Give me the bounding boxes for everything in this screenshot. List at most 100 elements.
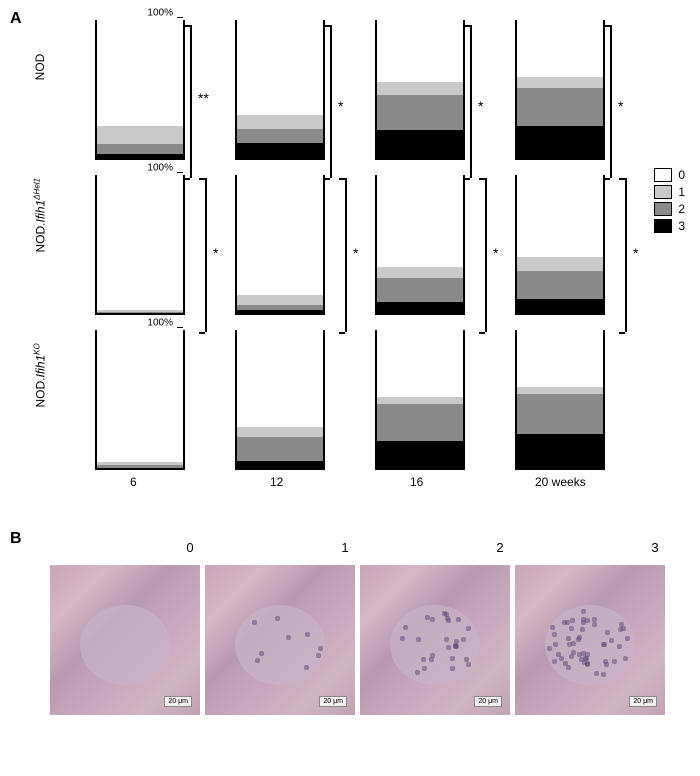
chart-area: NOD0%25%50%75%100%NOD.Ifih1ΔHel10%25%50%… (75, 20, 605, 490)
legend-label: 0 (678, 168, 685, 182)
bar-segment (517, 257, 603, 271)
sig-star: * (478, 98, 483, 114)
x-label: 20 weeks (535, 475, 586, 489)
legend-swatch (654, 219, 672, 233)
x-label: 16 (410, 475, 423, 489)
histology-image: 20 μm (205, 565, 355, 715)
ytick-label: 100% (147, 318, 173, 329)
bar-segment (237, 18, 323, 115)
bar-cell (375, 20, 465, 160)
histology-label: 0 (115, 540, 265, 555)
bar-segment (237, 328, 323, 427)
bar-cell (235, 175, 325, 315)
bar-segment (237, 173, 323, 295)
bar-segment (97, 18, 183, 126)
sig-bracket (190, 25, 192, 178)
bar-segment (377, 82, 463, 95)
bar-segment (377, 173, 463, 267)
histology-image: 20 μm (515, 565, 665, 715)
bar-segment (517, 387, 603, 394)
histology-label: 3 (580, 540, 700, 555)
legend-swatch (654, 202, 672, 216)
bar-cell (235, 20, 325, 160)
row-label: NOD.Ifih1ΔHel1 (33, 193, 48, 253)
scale-bar: 20 μm (474, 696, 502, 707)
bar-segment (517, 126, 603, 158)
x-label: 12 (270, 475, 283, 489)
sig-star: ** (198, 90, 209, 106)
bar-segment (377, 267, 463, 278)
bar-segment (97, 312, 183, 313)
bar-segment (377, 302, 463, 313)
panel-b: 0123 20 μm20 μm20 μm20 μm (20, 540, 680, 750)
bar-cell: 0%25%50%75%100% (95, 330, 185, 470)
bar-cell (375, 175, 465, 315)
bar-segment (97, 144, 183, 154)
histology-row: 20 μm 20 μm 20 μm 20 μm (50, 565, 665, 715)
legend-item: 2 (654, 202, 685, 216)
bar-segment (517, 77, 603, 88)
ytick-label: 100% (147, 163, 173, 174)
bar-segment (517, 18, 603, 77)
sig-star: * (213, 245, 218, 261)
sig-bracket (330, 25, 332, 178)
bar-segment (377, 397, 463, 404)
legend-item: 1 (654, 185, 685, 199)
legend-swatch (654, 168, 672, 182)
bar-segment (377, 130, 463, 158)
bar-cell (515, 20, 605, 160)
sig-star: * (633, 245, 638, 261)
bar-segment (517, 88, 603, 126)
bar-segment (237, 129, 323, 143)
bar-cell (375, 330, 465, 470)
bar-cell (515, 330, 605, 470)
ytick-label: 100% (147, 8, 173, 19)
bar-segment (97, 154, 183, 158)
scale-bar: 20 μm (319, 696, 347, 707)
bar-segment (517, 299, 603, 313)
bar-segment (237, 115, 323, 129)
row-label: NOD (33, 37, 47, 97)
sig-bracket (625, 178, 627, 332)
row-label: NOD.Ifih1KO (33, 348, 48, 408)
scale-bar: 20 μm (164, 696, 192, 707)
sig-star: * (493, 245, 498, 261)
bar-segment (377, 18, 463, 82)
bar-segment (97, 310, 183, 311)
legend-item: 0 (654, 168, 685, 182)
sig-bracket (470, 25, 472, 178)
bar-segment (377, 328, 463, 397)
bar-segment (97, 126, 183, 144)
histology-label: 1 (270, 540, 420, 555)
histology-label: 2 (425, 540, 575, 555)
bar-segment (97, 462, 183, 465)
bar-cell: 0%25%50%75%100% (95, 175, 185, 315)
bar-segment (237, 427, 323, 437)
legend-label: 1 (678, 185, 685, 199)
histology-image: 20 μm (50, 565, 200, 715)
bar-segment (237, 310, 323, 313)
bar-segment (237, 461, 323, 468)
bar-grid: NOD0%25%50%75%100%NOD.Ifih1ΔHel10%25%50%… (75, 20, 605, 490)
sig-bracket (205, 178, 207, 332)
bar-cell (515, 175, 605, 315)
bar-cell: 0%25%50%75%100% (95, 20, 185, 160)
bar-segment (237, 143, 323, 158)
legend-swatch (654, 185, 672, 199)
x-label: 6 (130, 475, 137, 489)
legend-item: 3 (654, 219, 685, 233)
bar-segment (97, 173, 183, 310)
sig-star: * (353, 245, 358, 261)
bar-segment (517, 394, 603, 435)
bar-segment (377, 404, 463, 442)
bar-segment (377, 278, 463, 302)
bar-cell (235, 330, 325, 470)
bar-segment (237, 437, 323, 461)
bar-segment (237, 305, 323, 311)
bar-segment (97, 465, 183, 468)
legend: 0 1 2 3 (654, 165, 685, 236)
bar-segment (517, 173, 603, 257)
sig-star: * (618, 98, 623, 114)
bar-segment (237, 295, 323, 305)
scale-bar: 20 μm (629, 696, 657, 707)
